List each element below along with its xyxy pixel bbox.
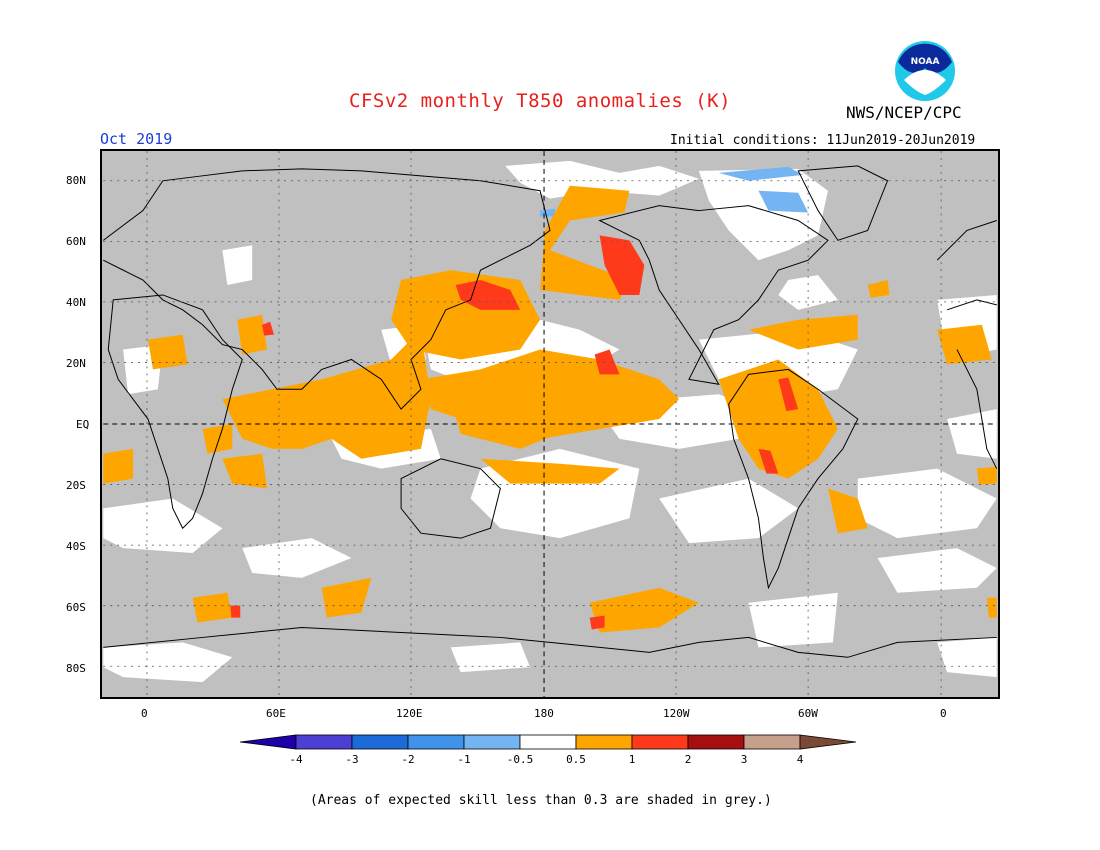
colorbar-tick-label: -0.5 — [507, 753, 534, 766]
lon-label-180: 180 — [534, 707, 554, 720]
org-label: NWS/NCEP/CPC — [846, 103, 962, 122]
colorbar-segment — [687, 734, 745, 750]
reference-lines — [103, 151, 997, 697]
forecast-month: Oct 2019 — [100, 130, 173, 148]
lon-label-0-left: 0 — [141, 707, 148, 720]
colorbar-segment — [631, 734, 689, 750]
lat-label-80n: 80N — [66, 174, 86, 187]
lon-label-0-right: 0 — [940, 707, 947, 720]
colorbar-arrow-low — [239, 734, 297, 750]
colorbar-segment — [407, 734, 465, 750]
strong-warm-regions — [230, 235, 799, 630]
lon-label-120e: 120E — [396, 707, 423, 720]
coastlines — [102, 165, 998, 658]
lat-label-eq: EQ — [76, 418, 90, 431]
colorbar-segment — [519, 734, 577, 750]
lat-label-20s: 20S — [66, 479, 86, 492]
lat-label-80s: 80S — [66, 662, 86, 675]
lon-label-60e: 60E — [266, 707, 286, 720]
colorbar-tick-label: -3 — [345, 753, 358, 766]
colorbar-tick-label: 2 — [685, 753, 692, 766]
colorbar-tick-label: 3 — [741, 753, 748, 766]
colorbar-segment — [463, 734, 521, 750]
lat-label-20n: 20N — [66, 357, 86, 370]
lat-label-60s: 60S — [66, 601, 86, 614]
colorbar-segment — [295, 734, 353, 750]
colorbar-arrow-high — [799, 734, 857, 750]
anomaly-map — [100, 149, 1000, 699]
map-title: CFSv2 monthly T850 anomalies (K) — [349, 90, 732, 112]
colorbar-tick-label: 1 — [629, 753, 636, 766]
skill-footnote: (Areas of expected skill less than 0.3 a… — [310, 793, 772, 808]
colorbar-tick-label: 0.5 — [566, 753, 586, 766]
colorbar-segment — [743, 734, 801, 750]
lon-label-60w: 60W — [798, 707, 818, 720]
lat-label-60n: 60N — [66, 235, 86, 248]
color-scale: -4 -3 -2 -1 -0.5 0.5 1 2 3 4 — [239, 734, 857, 766]
initial-conditions: Initial conditions: 11Jun2019-20Jun2019 — [670, 133, 976, 148]
lat-label-40n: 40N — [66, 296, 86, 309]
lat-label-40s: 40S — [66, 540, 86, 553]
colorbar-tick-label: 4 — [797, 753, 804, 766]
anomaly-map-canvas — [102, 151, 998, 697]
lon-label-120w: 120W — [663, 707, 690, 720]
noaa-logo: NOAA — [895, 41, 955, 101]
colorbar-segment — [351, 734, 409, 750]
colorbar-tick-label: -2 — [401, 753, 414, 766]
colorbar-segment — [575, 734, 633, 750]
colorbar-tick-label: -1 — [457, 753, 470, 766]
colorbar-tick-label: -4 — [289, 753, 303, 766]
noaa-logo-text: NOAA — [911, 57, 940, 67]
grid-lines — [103, 151, 997, 697]
